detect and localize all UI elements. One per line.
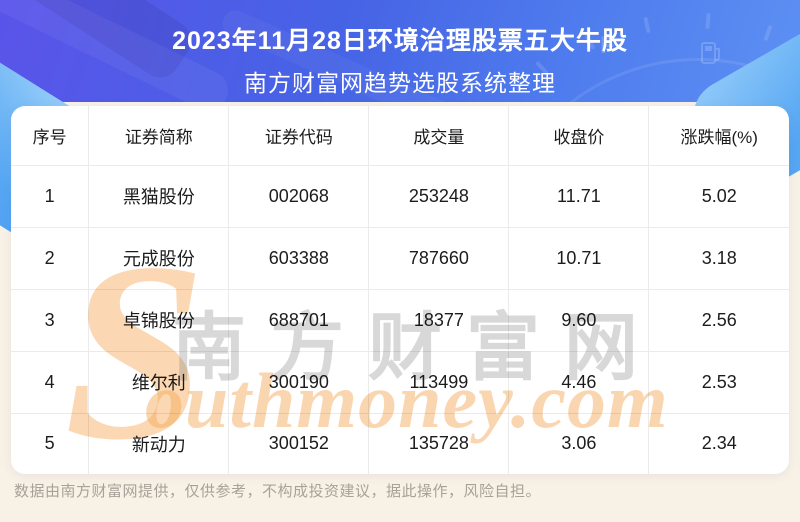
- col-header-volume: 成交量: [368, 106, 510, 166]
- col-header-index: 序号: [11, 106, 90, 166]
- gauge-f-label: F: [600, 32, 615, 59]
- cell-index: 4: [11, 350, 90, 414]
- table-row: 4 维尔利 300190 113499 4.46 2.53: [11, 350, 789, 414]
- cell-name: 新动力: [88, 412, 230, 474]
- cell-name: 黑猫股份: [88, 165, 230, 228]
- table-row: 2 元成股份 603388 787660 10.71 3.18: [11, 226, 789, 290]
- stock-table: 序号 证券简称 证券代码 成交量 收盘价 涨跌幅(%) 1 黑猫股份 00206…: [11, 106, 789, 474]
- cell-name: 元成股份: [88, 226, 230, 290]
- cell-close: 10.71: [508, 226, 650, 290]
- cell-change: 5.02: [648, 165, 789, 228]
- cell-change: 2.34: [648, 412, 789, 474]
- cell-index: 5: [11, 412, 90, 474]
- header-banner: F 2023年11月28日环境治理股票五大牛股 南方财富网趋势选股系统整理: [0, 0, 800, 102]
- cell-volume: 253248: [368, 165, 510, 228]
- table-row: 1 黑猫股份 002068 253248 11.71 5.02: [11, 165, 789, 228]
- cell-close: 3.06: [508, 412, 650, 474]
- cell-code: 300190: [228, 350, 370, 414]
- cell-code: 603388: [228, 226, 370, 290]
- cell-index: 3: [11, 288, 90, 352]
- cell-name: 卓锦股份: [88, 288, 230, 352]
- page-subtitle: 南方财富网趋势选股系统整理: [244, 70, 556, 96]
- cell-code: 688701: [228, 288, 370, 352]
- cell-change: 2.56: [648, 288, 789, 352]
- page-title: 2023年11月28日环境治理股票五大牛股: [172, 27, 628, 55]
- cell-code: 002068: [228, 165, 370, 228]
- cell-volume: 113499: [368, 350, 510, 414]
- cell-change: 2.53: [648, 350, 789, 414]
- banner-text-block: 2023年11月28日环境治理股票五大牛股 南方财富网趋势选股系统整理: [0, 0, 800, 98]
- cell-index: 1: [11, 165, 90, 228]
- cell-volume: 135728: [368, 412, 510, 474]
- cell-index: 2: [11, 226, 90, 290]
- table-row: 3 卓锦股份 688701 18377 9.60 2.56: [11, 288, 789, 352]
- col-header-close: 收盘价: [508, 106, 650, 166]
- cell-close: 9.60: [508, 288, 650, 352]
- col-header-name: 证券简称: [88, 106, 230, 166]
- cell-close: 11.71: [508, 165, 650, 228]
- cell-name: 维尔利: [88, 350, 230, 414]
- cell-change: 3.18: [648, 226, 789, 290]
- col-header-code: 证券代码: [228, 106, 370, 166]
- cell-code: 300152: [228, 412, 370, 474]
- cell-close: 4.46: [508, 350, 650, 414]
- col-header-change: 涨跌幅(%): [648, 106, 789, 166]
- table-header-row: 序号 证券简称 证券代码 成交量 收盘价 涨跌幅(%): [11, 106, 789, 166]
- cell-volume: 18377: [368, 288, 510, 352]
- footer-disclaimer: 数据由南方财富网提供，仅供参考，不构成投资建议，据此操作，风险自担。: [14, 483, 542, 500]
- fuel-pump-icon: [700, 40, 722, 71]
- stock-table-card: 序号 证券简称 证券代码 成交量 收盘价 涨跌幅(%) 1 黑猫股份 00206…: [11, 106, 789, 474]
- cell-volume: 787660: [368, 226, 510, 290]
- table-row: 5 新动力 300152 135728 3.06 2.34: [11, 412, 789, 474]
